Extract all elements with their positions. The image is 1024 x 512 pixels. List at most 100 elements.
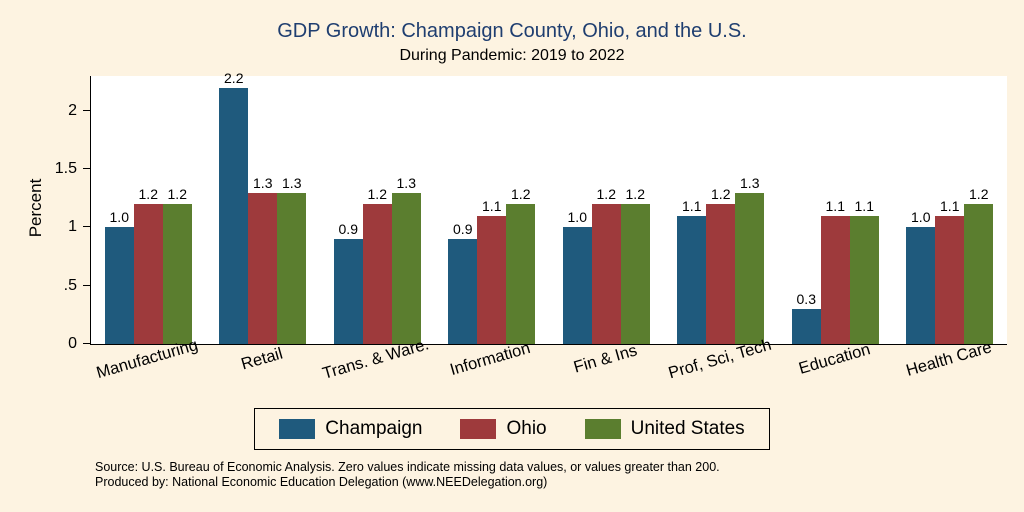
bar-column: 1.2 bbox=[620, 186, 650, 344]
bar-column: 1.1 bbox=[849, 197, 879, 344]
bar-value-label: 1.3 bbox=[282, 174, 302, 191]
y-tick-mark bbox=[83, 284, 91, 286]
y-tick-mark bbox=[83, 109, 91, 111]
bar-value-label: 0.9 bbox=[338, 221, 358, 238]
y-tick-mark bbox=[83, 343, 91, 344]
bar-value-label: 1.2 bbox=[596, 186, 616, 203]
bar-groups: 1.0 1.2 1.2 2.2 1.3 1.3 0.9 1.2 1.3 0.9 1.1 1.2 1.0 1… bbox=[91, 70, 1007, 344]
bar bbox=[362, 204, 392, 344]
bar-value-label: 1.1 bbox=[682, 197, 702, 214]
y-tick-label: 2 bbox=[68, 101, 77, 119]
bar-value-label: 1.1 bbox=[854, 197, 874, 214]
x-category-label-text: Fin & Ins bbox=[571, 341, 639, 377]
bar-value-label: 1.2 bbox=[625, 186, 645, 203]
bar-column: 1.2 bbox=[506, 186, 536, 344]
bar-column: 1.3 bbox=[391, 174, 421, 344]
source-notes: Source: U.S. Bureau of Economic Analysis… bbox=[95, 460, 720, 491]
bar-column: 1.1 bbox=[935, 198, 965, 344]
bar-value-label: 1.1 bbox=[825, 197, 845, 214]
bar-column: 2.2 bbox=[219, 69, 249, 344]
x-category-label: Health Care bbox=[892, 338, 1006, 380]
bar bbox=[820, 215, 850, 344]
x-category-label-text: Information bbox=[448, 338, 533, 380]
bar-value-label: 1.0 bbox=[109, 209, 129, 226]
x-axis-labels: Manufacturing Retail Trans. & Ware. Informa… bbox=[90, 335, 1006, 383]
bar-value-label: 2.2 bbox=[224, 69, 244, 86]
bar bbox=[162, 204, 192, 344]
legend-swatch bbox=[460, 419, 497, 439]
bar-column: 1.3 bbox=[277, 174, 307, 344]
bar-value-label: 1.2 bbox=[367, 186, 387, 203]
bar bbox=[706, 204, 736, 344]
bar bbox=[333, 239, 363, 344]
bar-column: 1.2 bbox=[591, 186, 621, 344]
bar-value-label: 1.2 bbox=[711, 186, 731, 203]
bar-group: 1.0 1.2 1.2 bbox=[104, 186, 192, 344]
bar-column: 1.1 bbox=[820, 197, 850, 344]
bar-value-label: 1.0 bbox=[911, 209, 931, 226]
bar bbox=[562, 227, 592, 344]
bar-value-label: 1.2 bbox=[969, 186, 989, 203]
bar-group: 0.9 1.1 1.2 bbox=[448, 186, 536, 344]
source-note: Source: U.S. Bureau of Economic Analysis… bbox=[95, 460, 720, 474]
legend-label: Champaign bbox=[325, 418, 423, 439]
bar bbox=[277, 192, 307, 344]
bar-column: 1.0 bbox=[906, 209, 936, 344]
x-category-label: Trans. & Ware. bbox=[319, 335, 433, 383]
bar-value-label: 1.3 bbox=[740, 174, 760, 191]
y-tick-label: .5 bbox=[63, 276, 77, 294]
bar-value-label: 1.0 bbox=[567, 209, 587, 226]
bar-column: 1.0 bbox=[104, 209, 134, 344]
bar-value-label: 0.3 bbox=[796, 291, 816, 308]
bar-column: 1.2 bbox=[162, 186, 192, 344]
bar bbox=[104, 227, 134, 344]
y-tick-label: 0 bbox=[68, 335, 77, 352]
bar-column: 1.3 bbox=[248, 175, 278, 344]
legend-label: Ohio bbox=[506, 418, 547, 439]
x-category-label: Manufacturing bbox=[90, 336, 204, 382]
legend-entry: United States bbox=[584, 418, 745, 440]
bar bbox=[391, 192, 421, 344]
bar-value-label: 1.2 bbox=[167, 186, 187, 203]
bar-group: 1.0 1.1 1.2 bbox=[906, 186, 994, 344]
bar-value-label: 1.3 bbox=[396, 174, 416, 191]
legend-entry: Ohio bbox=[460, 418, 547, 440]
bar bbox=[677, 215, 707, 344]
bar-column: 1.2 bbox=[706, 186, 736, 344]
bar-value-label: 1.2 bbox=[511, 186, 531, 203]
bar bbox=[477, 215, 507, 344]
y-tick-mark bbox=[83, 168, 91, 170]
chart-title: GDP Growth: Champaign County, Ohio, and … bbox=[277, 20, 747, 42]
x-category-label-text: Education bbox=[796, 340, 872, 378]
y-tick-mark bbox=[83, 226, 91, 228]
produced-by-note: Produced by: National Economic Education… bbox=[95, 475, 548, 490]
legend-box: Champaign Ohio United States bbox=[254, 408, 770, 450]
bar bbox=[591, 204, 621, 344]
bar-column: 0.9 bbox=[333, 221, 363, 344]
x-category-label-text: Retail bbox=[238, 344, 285, 374]
bar bbox=[133, 204, 163, 344]
x-category-label: Information bbox=[434, 339, 548, 379]
bar bbox=[735, 192, 765, 344]
bar bbox=[791, 309, 821, 344]
bar-value-label: 1.1 bbox=[482, 197, 502, 214]
bar-column: 1.2 bbox=[964, 186, 994, 344]
bar-column: 0.3 bbox=[791, 291, 821, 344]
bar-group: 1.1 1.2 1.3 bbox=[677, 174, 765, 344]
legend-swatch bbox=[584, 419, 621, 439]
y-axis-label: Percent bbox=[26, 178, 45, 238]
bar-value-label: 0.9 bbox=[453, 221, 473, 238]
x-category-label: Fin & Ins bbox=[548, 341, 662, 376]
bar-column: 1.3 bbox=[735, 174, 765, 344]
legend: Champaign Ohio United States bbox=[0, 408, 1024, 450]
bar-column: 1.2 bbox=[362, 186, 392, 344]
plot-area: 1.0 1.2 1.2 2.2 1.3 1.3 0.9 1.2 1.3 0.9 1.1 1.2 1.0 1… bbox=[55, 70, 1007, 352]
legend-swatch bbox=[279, 419, 316, 439]
bar-group: 2.2 1.3 1.3 bbox=[219, 69, 307, 344]
bar bbox=[906, 227, 936, 344]
bar-group: 0.3 1.1 1.1 bbox=[791, 197, 879, 344]
bar bbox=[849, 215, 879, 344]
bar-column: 1.1 bbox=[677, 197, 707, 344]
bar-column: 1.1 bbox=[477, 197, 507, 344]
